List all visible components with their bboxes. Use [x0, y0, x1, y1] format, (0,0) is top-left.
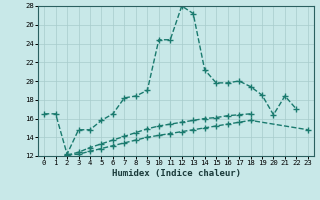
X-axis label: Humidex (Indice chaleur): Humidex (Indice chaleur)	[111, 169, 241, 178]
